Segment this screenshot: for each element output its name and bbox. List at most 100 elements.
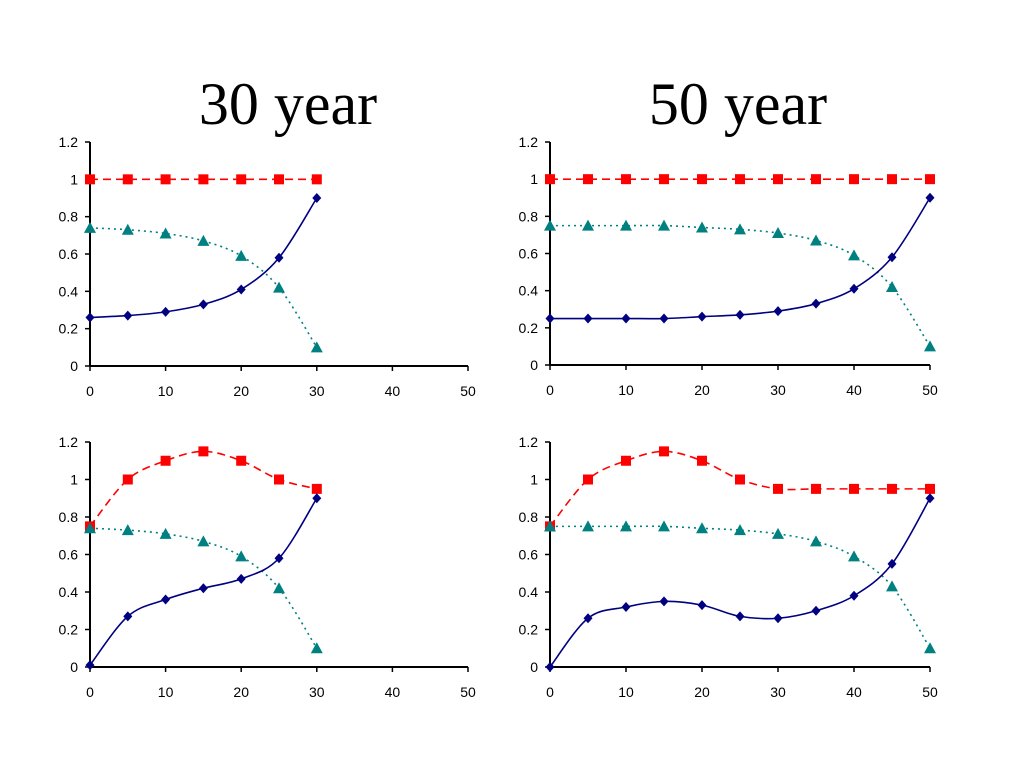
point-triangle xyxy=(924,642,936,654)
point-square xyxy=(811,174,821,185)
point-triangle xyxy=(84,221,96,233)
point-square xyxy=(659,174,669,185)
point-square xyxy=(659,446,669,457)
y-tick-label: 1 xyxy=(70,472,78,488)
y-tick-label: 1 xyxy=(530,171,538,187)
point-triangle xyxy=(235,550,248,562)
point-triangle xyxy=(810,535,822,547)
point-square xyxy=(198,174,209,185)
x-tick-label: 0 xyxy=(546,382,554,398)
x-tick-label: 40 xyxy=(846,382,862,398)
point-diamond xyxy=(735,611,745,622)
x-tick-label: 40 xyxy=(385,684,401,700)
point-square xyxy=(122,474,133,485)
point-diamond xyxy=(236,284,246,295)
x-tick-label: 20 xyxy=(694,382,710,398)
y-tick-label: 0.6 xyxy=(519,547,539,563)
x-tick-label: 0 xyxy=(86,383,94,399)
point-diamond xyxy=(659,313,669,324)
point-diamond xyxy=(811,298,821,309)
point-triangle xyxy=(886,580,898,592)
point-square xyxy=(545,174,555,185)
point-diamond xyxy=(198,583,208,594)
point-square xyxy=(697,174,707,185)
point-square xyxy=(236,455,247,466)
point-triangle xyxy=(84,522,96,534)
y-tick-label: 0.8 xyxy=(59,509,79,525)
point-diamond xyxy=(697,600,707,611)
point-triangle xyxy=(696,522,708,534)
point-triangle xyxy=(734,524,746,536)
point-triangle xyxy=(235,249,248,261)
point-triangle xyxy=(310,341,323,353)
point-triangle xyxy=(544,520,556,532)
point-triangle xyxy=(121,223,134,235)
y-tick-label: 0.6 xyxy=(59,547,79,563)
y-tick-label: 1 xyxy=(530,472,538,488)
point-square xyxy=(925,483,935,494)
point-triangle xyxy=(658,520,670,532)
point-square xyxy=(887,174,897,185)
point-square xyxy=(697,455,707,466)
x-tick-label: 30 xyxy=(309,684,325,700)
y-tick-label: 1.2 xyxy=(519,434,539,450)
point-square xyxy=(311,483,322,494)
point-square xyxy=(274,474,284,485)
point-diamond xyxy=(849,283,859,294)
point-diamond xyxy=(123,611,133,622)
x-tick-label: 50 xyxy=(460,684,476,700)
series-line-square xyxy=(89,450,317,527)
point-diamond xyxy=(925,192,935,203)
point-triangle xyxy=(772,227,784,239)
y-tick-label: 0.4 xyxy=(59,283,79,299)
series-line-diamond xyxy=(549,497,931,668)
x-tick-label: 50 xyxy=(460,383,476,399)
x-tick-label: 50 xyxy=(922,684,938,700)
series-line-diamond xyxy=(89,497,318,666)
point-diamond xyxy=(545,313,555,324)
x-tick-label: 30 xyxy=(309,383,325,399)
point-triangle xyxy=(159,227,172,239)
point-diamond xyxy=(697,311,707,322)
point-triangle xyxy=(620,520,632,532)
point-triangle xyxy=(620,219,632,231)
point-diamond xyxy=(236,573,246,584)
x-tick-label: 0 xyxy=(86,684,94,700)
point-triangle xyxy=(886,280,898,292)
point-square xyxy=(198,446,209,457)
y-tick-label: 1.2 xyxy=(519,134,539,150)
point-diamond xyxy=(773,306,783,317)
title-30-year: 30 year xyxy=(198,71,378,137)
y-tick-label: 0.2 xyxy=(59,622,79,638)
point-square xyxy=(85,174,95,185)
x-tick-label: 40 xyxy=(846,684,862,700)
point-triangle xyxy=(310,642,323,654)
point-triangle xyxy=(772,527,784,539)
y-tick-label: 0.2 xyxy=(519,622,539,638)
point-diamond xyxy=(274,252,284,263)
x-tick-label: 30 xyxy=(770,382,786,398)
point-diamond xyxy=(659,596,669,607)
x-tick-label: 10 xyxy=(158,383,174,399)
point-triangle xyxy=(734,223,746,235)
point-square xyxy=(311,174,322,185)
point-diamond xyxy=(123,310,133,321)
point-square xyxy=(735,174,745,185)
point-diamond xyxy=(161,594,171,605)
point-square xyxy=(773,174,783,185)
y-tick-label: 0.4 xyxy=(59,584,79,600)
point-triangle xyxy=(848,550,860,562)
point-diamond xyxy=(849,590,859,601)
y-tick-label: 0.4 xyxy=(519,584,539,600)
point-square xyxy=(583,474,593,485)
x-tick-label: 0 xyxy=(546,684,554,700)
y-tick-label: 0.8 xyxy=(519,509,539,525)
y-tick-label: 0.2 xyxy=(519,320,539,336)
point-triangle xyxy=(924,340,936,352)
point-square xyxy=(122,174,133,185)
point-square xyxy=(773,483,783,494)
y-tick-label: 0 xyxy=(70,358,78,374)
point-triangle xyxy=(582,219,594,231)
y-tick-label: 1.2 xyxy=(59,134,79,150)
y-tick-label: 0.8 xyxy=(59,209,79,225)
